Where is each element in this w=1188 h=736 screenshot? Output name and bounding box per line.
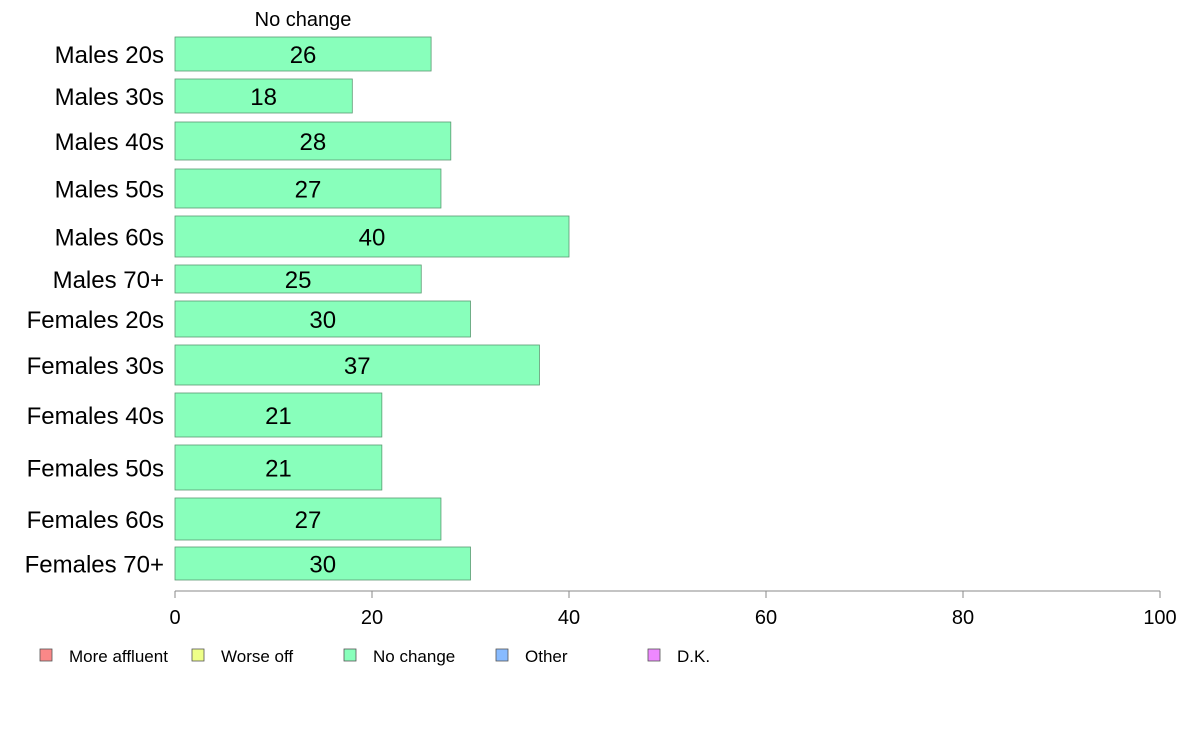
x-tick-label: 0 bbox=[169, 607, 180, 629]
bar-females-60s-no-change bbox=[174, 497, 442, 541]
bar-males-70--no-change bbox=[174, 264, 422, 294]
category-label: Females 70+ bbox=[25, 552, 164, 579]
legend-label: Other bbox=[525, 647, 568, 666]
category-label: Females 30s bbox=[27, 353, 164, 380]
value-label: 28 bbox=[300, 129, 327, 156]
category-label: Males 30s bbox=[55, 84, 164, 111]
legend-label: D.K. bbox=[677, 647, 710, 666]
legend-label: Worse off bbox=[221, 647, 293, 666]
value-label: 30 bbox=[309, 307, 336, 334]
value-label: 40 bbox=[359, 225, 386, 252]
category-label: Males 70+ bbox=[53, 267, 164, 294]
category-label: Males 40s bbox=[55, 129, 164, 156]
category-label: Males 60s bbox=[55, 225, 164, 252]
category-label: Females 40s bbox=[27, 403, 164, 430]
bar-males-30s-no-change bbox=[174, 78, 353, 114]
legend: More affluent Worse off No change Other D.K. bbox=[39, 647, 710, 666]
bar-females-40s-no-change bbox=[174, 392, 383, 438]
value-label: 21 bbox=[265, 456, 292, 483]
value-label: 27 bbox=[295, 177, 322, 204]
bar-females-30s-no-change bbox=[174, 344, 540, 386]
value-label: 18 bbox=[250, 84, 277, 111]
bar-females-70--no-change bbox=[174, 546, 471, 581]
category-label: Males 50s bbox=[55, 177, 164, 204]
category-labels: Males 20s Males 30s Males 40s Males 50s Male… bbox=[25, 42, 164, 579]
value-label: 27 bbox=[295, 507, 322, 534]
value-label: 26 bbox=[290, 42, 317, 69]
category-label: Females 50s bbox=[27, 456, 164, 483]
x-axis: 0 20 40 60 80 100 bbox=[169, 590, 1177, 629]
value-label: 25 bbox=[285, 267, 312, 294]
bar-males-50s-no-change bbox=[174, 168, 442, 209]
legend-swatch-other bbox=[495, 648, 509, 662]
legend-swatch-more-affluent bbox=[39, 648, 53, 662]
x-tick-label: 20 bbox=[361, 607, 383, 629]
bar-females-20s-no-change bbox=[174, 300, 471, 338]
x-tick-label: 40 bbox=[558, 607, 580, 629]
legend-label: More affluent bbox=[69, 647, 168, 666]
legend-swatch-no-change bbox=[343, 648, 357, 662]
bar-males-60s-no-change bbox=[174, 215, 570, 258]
x-tick-label: 100 bbox=[1143, 607, 1176, 629]
category-label: Females 60s bbox=[27, 507, 164, 534]
legend-swatch-d-k- bbox=[647, 648, 661, 662]
bar-males-20s-no-change bbox=[174, 36, 432, 72]
legend-label: No change bbox=[373, 647, 455, 666]
bar-males-40s-no-change bbox=[174, 121, 452, 161]
value-label: 30 bbox=[309, 552, 336, 579]
x-tick-label: 60 bbox=[755, 607, 777, 629]
series-title-label: No change bbox=[255, 9, 352, 31]
value-label: 21 bbox=[265, 403, 292, 430]
x-tick-label: 80 bbox=[952, 607, 974, 629]
category-label: Males 20s bbox=[55, 42, 164, 69]
value-label: 37 bbox=[344, 353, 371, 380]
legend-swatch-worse-off bbox=[191, 648, 205, 662]
category-label: Females 20s bbox=[27, 307, 164, 334]
bar-females-50s-no-change bbox=[174, 444, 383, 491]
